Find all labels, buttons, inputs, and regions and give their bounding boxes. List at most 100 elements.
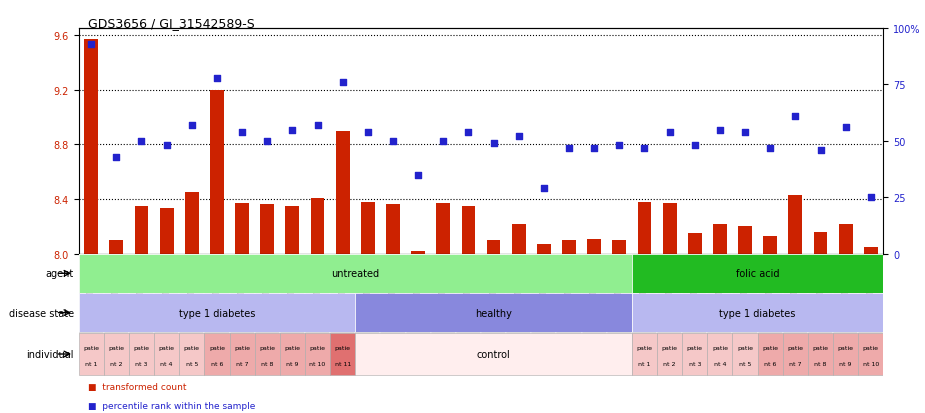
Bar xyxy=(708,333,733,375)
Bar xyxy=(134,206,148,254)
Point xyxy=(210,75,225,82)
Bar xyxy=(286,206,300,254)
Text: patie: patie xyxy=(712,345,728,350)
Bar xyxy=(582,254,607,335)
Bar xyxy=(808,254,833,335)
Point xyxy=(536,185,551,192)
Text: control: control xyxy=(476,349,511,359)
Bar xyxy=(612,240,626,254)
Point xyxy=(134,138,149,145)
Bar xyxy=(632,293,883,332)
Text: GSM440166: GSM440166 xyxy=(313,258,322,309)
Text: GSM440162: GSM440162 xyxy=(213,258,221,309)
Text: patie: patie xyxy=(108,345,124,350)
Point xyxy=(411,172,426,178)
Point xyxy=(637,145,652,152)
Point xyxy=(612,142,627,149)
Point xyxy=(310,122,325,129)
Text: nt 2: nt 2 xyxy=(110,361,123,366)
Bar xyxy=(84,40,98,254)
Bar xyxy=(531,254,557,335)
Point xyxy=(461,129,475,136)
Text: nt 1: nt 1 xyxy=(85,361,97,366)
Bar xyxy=(260,205,274,254)
Bar xyxy=(330,333,355,375)
Point xyxy=(436,138,450,145)
Text: nt 6: nt 6 xyxy=(764,361,776,366)
Text: GSM440159: GSM440159 xyxy=(137,258,146,309)
Bar xyxy=(355,293,632,332)
Text: nt 8: nt 8 xyxy=(261,361,274,366)
Text: type 1 diabetes: type 1 diabetes xyxy=(720,308,796,318)
Bar xyxy=(104,254,129,335)
Point xyxy=(813,147,828,154)
Text: patie: patie xyxy=(787,345,803,350)
Text: patie: patie xyxy=(234,345,250,350)
Text: nt 3: nt 3 xyxy=(688,361,701,366)
Text: GSM440160: GSM440160 xyxy=(162,258,171,309)
Text: patie: patie xyxy=(209,345,225,350)
Bar xyxy=(788,195,802,254)
Bar xyxy=(109,240,123,254)
Text: nt 2: nt 2 xyxy=(663,361,676,366)
Text: nt 4: nt 4 xyxy=(160,361,173,366)
Bar xyxy=(204,254,229,335)
Bar xyxy=(160,209,174,254)
Bar xyxy=(738,227,752,254)
Text: GSM440181: GSM440181 xyxy=(438,258,448,309)
Text: GSM440170: GSM440170 xyxy=(690,258,699,309)
Text: patie: patie xyxy=(812,345,829,350)
Point xyxy=(712,127,727,133)
Text: healthy: healthy xyxy=(475,308,512,318)
Text: GSM440163: GSM440163 xyxy=(238,258,247,309)
Text: GDS3656 / GI_31542589-S: GDS3656 / GI_31542589-S xyxy=(88,17,254,29)
Text: disease state: disease state xyxy=(9,308,74,318)
Bar xyxy=(179,333,204,375)
Bar xyxy=(657,254,683,335)
Bar xyxy=(330,254,355,335)
Bar xyxy=(758,333,783,375)
Text: GSM440178: GSM440178 xyxy=(364,258,373,309)
Bar xyxy=(536,244,550,254)
Text: GSM440165: GSM440165 xyxy=(288,258,297,309)
Text: untreated: untreated xyxy=(331,268,379,279)
Point xyxy=(386,138,401,145)
Point xyxy=(159,142,174,149)
Text: nt 5: nt 5 xyxy=(186,361,198,366)
Bar xyxy=(562,240,576,254)
Text: ■  percentile rank within the sample: ■ percentile rank within the sample xyxy=(88,401,255,411)
Point xyxy=(184,122,199,129)
Bar xyxy=(481,254,506,335)
Text: GSM440184: GSM440184 xyxy=(514,258,524,309)
Text: individual: individual xyxy=(27,349,74,359)
Bar xyxy=(683,333,708,375)
Bar xyxy=(185,192,199,254)
Bar xyxy=(305,333,330,375)
Text: patie: patie xyxy=(762,345,778,350)
Text: patie: patie xyxy=(184,345,200,350)
Text: GSM440176: GSM440176 xyxy=(841,258,850,309)
Text: patie: patie xyxy=(335,345,351,350)
Text: GSM440173: GSM440173 xyxy=(766,258,775,309)
Bar xyxy=(456,254,481,335)
Bar xyxy=(79,293,355,332)
Text: GSM440161: GSM440161 xyxy=(187,258,196,309)
Text: patie: patie xyxy=(83,345,99,350)
Text: GSM440168: GSM440168 xyxy=(640,258,649,309)
Bar xyxy=(763,236,777,254)
Bar xyxy=(657,333,683,375)
Bar xyxy=(512,224,525,254)
Bar xyxy=(380,254,405,335)
Bar xyxy=(235,204,249,254)
Text: patie: patie xyxy=(259,345,276,350)
Text: patie: patie xyxy=(838,345,854,350)
Bar xyxy=(79,254,632,293)
Bar xyxy=(758,254,783,335)
Point xyxy=(84,41,99,48)
Bar xyxy=(437,204,450,254)
Bar xyxy=(154,254,179,335)
Text: GSM440175: GSM440175 xyxy=(816,258,825,309)
Point xyxy=(512,134,526,140)
Bar xyxy=(210,90,224,254)
Bar xyxy=(405,254,431,335)
